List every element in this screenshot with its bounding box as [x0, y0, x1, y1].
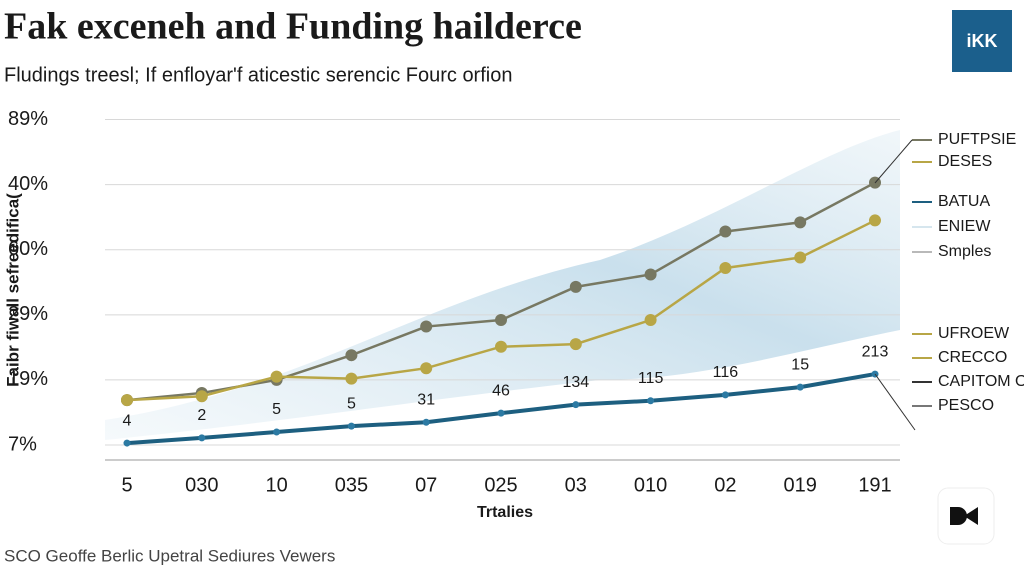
legend-label: DESES: [938, 153, 992, 170]
x-tick-label: 10: [265, 474, 287, 496]
logo: iKK: [967, 31, 998, 51]
annotation: 31: [417, 391, 435, 408]
annotation: 5: [347, 395, 356, 412]
point: [123, 439, 131, 447]
x-tick-label: 035: [335, 474, 368, 496]
point: [198, 434, 206, 442]
point: [719, 225, 732, 238]
point: [794, 216, 807, 229]
legend-label: Smples: [938, 243, 991, 260]
y-tick-label: 40%: [8, 173, 48, 195]
y-tick-label: 7%: [8, 433, 37, 455]
x-tick-label: 02: [714, 474, 736, 496]
point: [345, 372, 358, 385]
point: [719, 261, 732, 274]
app-icon-glyph: [950, 507, 978, 525]
point: [495, 340, 507, 353]
legend-label: UFROEW: [938, 325, 1010, 342]
y-tick-label: 29%: [8, 303, 48, 325]
annotation: 4: [123, 412, 132, 429]
point: [644, 268, 657, 281]
point: [270, 370, 283, 383]
legend-label: ENIEW: [938, 218, 991, 235]
point: [195, 390, 208, 403]
point: [345, 349, 358, 362]
point: [497, 409, 505, 417]
x-tick-label: 010: [634, 474, 667, 496]
point: [273, 428, 281, 436]
x-tick-label: 5: [121, 474, 132, 496]
logo-box: [952, 10, 1012, 72]
point: [422, 418, 430, 426]
point: [347, 422, 355, 430]
x-tick-label: 025: [484, 474, 517, 496]
point: [420, 362, 433, 375]
x-tick-label: 03: [565, 474, 587, 496]
point: [869, 214, 881, 227]
point: [420, 320, 433, 333]
point: [495, 314, 507, 327]
legend-label: CRECCO: [938, 349, 1007, 366]
x-tick-label: 191: [858, 474, 891, 496]
legend-label: PESCO: [938, 397, 994, 414]
legend-label: PUFTPSIE: [938, 131, 1016, 148]
annotation: 2: [197, 407, 206, 424]
point: [569, 338, 582, 351]
y-tick-label: 19%: [8, 368, 48, 390]
x-tick-label: 019: [784, 474, 817, 496]
annotation: 134: [562, 374, 589, 391]
annotation: 115: [638, 370, 664, 387]
pointer: [874, 139, 913, 184]
legend-label: CAPITOM OFFC: [938, 373, 1024, 390]
point: [647, 397, 655, 405]
chart-title: Fak exceneh and Funding hailderce: [4, 6, 582, 48]
pointer: [874, 373, 916, 431]
y-tick-label: 89%: [8, 108, 48, 130]
annotation: 116: [713, 364, 739, 381]
y-tick-label: 60%: [8, 238, 48, 260]
y-axis-label: Faibr fiwall sefreedifica(: [3, 193, 22, 387]
x-tick-label: 030: [185, 474, 218, 496]
point: [796, 383, 804, 391]
annotation: 15: [791, 356, 809, 373]
point: [569, 280, 582, 293]
point: [644, 314, 657, 327]
subtitle: Fludings treesl; If enfloyar'f aticestic…: [4, 64, 512, 86]
annotation: 213: [862, 343, 889, 360]
annotation: 46: [492, 382, 510, 399]
point: [572, 401, 580, 409]
x-axis-label: Trtalies: [477, 504, 533, 521]
point: [121, 394, 133, 407]
point: [721, 391, 729, 399]
footer: SCO Geoffe Berlic Upetral Sediures Vewer…: [4, 546, 335, 565]
glow-band: [105, 130, 900, 440]
annotation: 5: [272, 401, 281, 418]
point: [794, 251, 807, 264]
legend-label: BATUA: [938, 193, 990, 210]
x-tick-label: 07: [415, 474, 437, 496]
